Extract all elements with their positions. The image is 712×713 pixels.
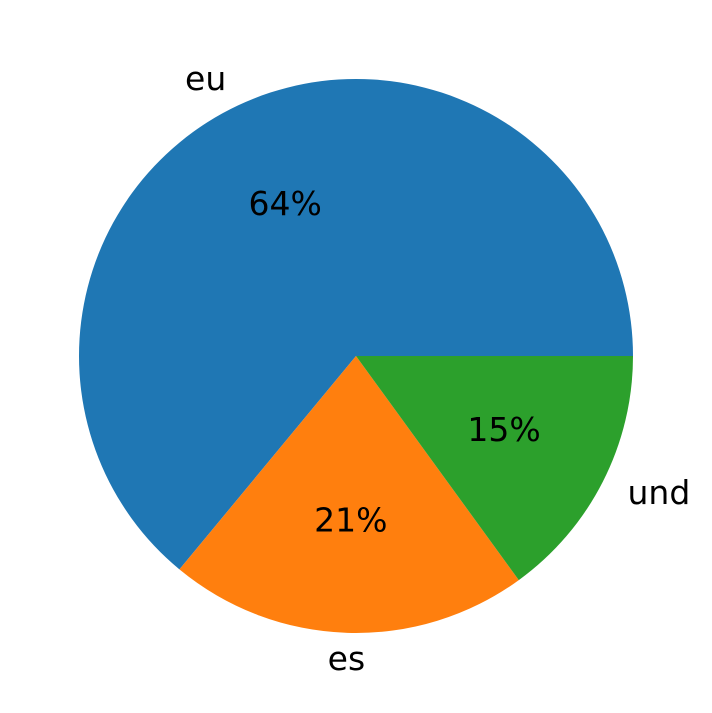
labels-layer: eu 64% es 21% und 15% (185, 59, 690, 678)
pie-slice-und (356, 356, 633, 581)
pie-slice-eu (78, 79, 633, 570)
slice-percent-eu: 64% (249, 184, 322, 223)
slice-label-es: es (328, 639, 366, 678)
slice-label-und: und (627, 473, 690, 512)
slice-percent-und: 15% (467, 410, 540, 449)
pie-slice-es (179, 356, 519, 634)
slices-layer (78, 79, 633, 634)
slice-label-eu: eu (185, 59, 226, 98)
slice-percent-es: 21% (314, 501, 387, 540)
